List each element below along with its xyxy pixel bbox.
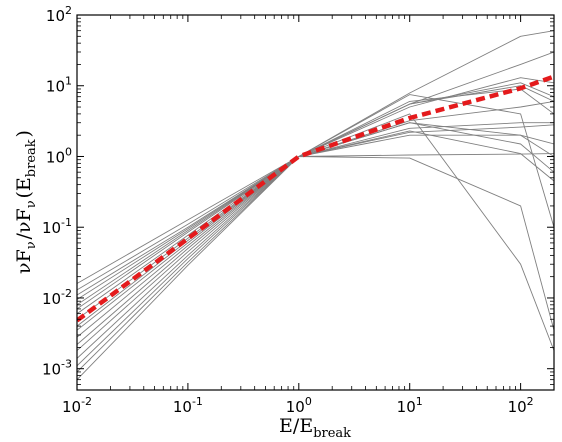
model-curve-5 bbox=[77, 85, 554, 306]
model-curve-3 bbox=[77, 77, 554, 296]
y-tick-label: 10-1 bbox=[42, 216, 72, 237]
y-tick-label: 101 bbox=[46, 75, 72, 96]
y-tick-label: 10-2 bbox=[42, 287, 72, 308]
model-curve-10 bbox=[77, 122, 554, 331]
y-tick-label: 100 bbox=[46, 145, 72, 166]
model-curves bbox=[77, 30, 554, 381]
model-curve-7 bbox=[77, 94, 554, 315]
y-axis-label: νFν /νFν (Ebreak ) bbox=[13, 130, 39, 274]
model-curve-15 bbox=[77, 122, 554, 367]
x-tick-label: 102 bbox=[508, 395, 534, 416]
plot-frame bbox=[76, 14, 555, 391]
model-curve-17 bbox=[77, 130, 554, 381]
x-tick-label: 101 bbox=[397, 395, 423, 416]
x-tick-label: 10-2 bbox=[62, 395, 92, 416]
mean-curve bbox=[77, 74, 554, 323]
model-curve-16 bbox=[77, 156, 554, 373]
model-curve-12 bbox=[77, 124, 554, 345]
model-curve-11 bbox=[77, 134, 554, 338]
axis-ticks: 10-2 10-1 100 101 102 10-3 10-2 10-1 100 101 102 bbox=[42, 4, 554, 416]
x-tick-label: 100 bbox=[286, 395, 312, 416]
model-curve-14 bbox=[77, 113, 554, 359]
model-curve-6 bbox=[77, 88, 554, 310]
model-curve-1 bbox=[77, 30, 554, 284]
y-tick-label: 10-3 bbox=[42, 358, 72, 379]
mean-line bbox=[77, 74, 554, 323]
x-axis-label: E/Ebreak bbox=[279, 415, 353, 441]
model-curve-13 bbox=[77, 153, 554, 351]
x-tick-label: 10-1 bbox=[173, 395, 203, 416]
y-tick-label: 102 bbox=[46, 4, 72, 25]
